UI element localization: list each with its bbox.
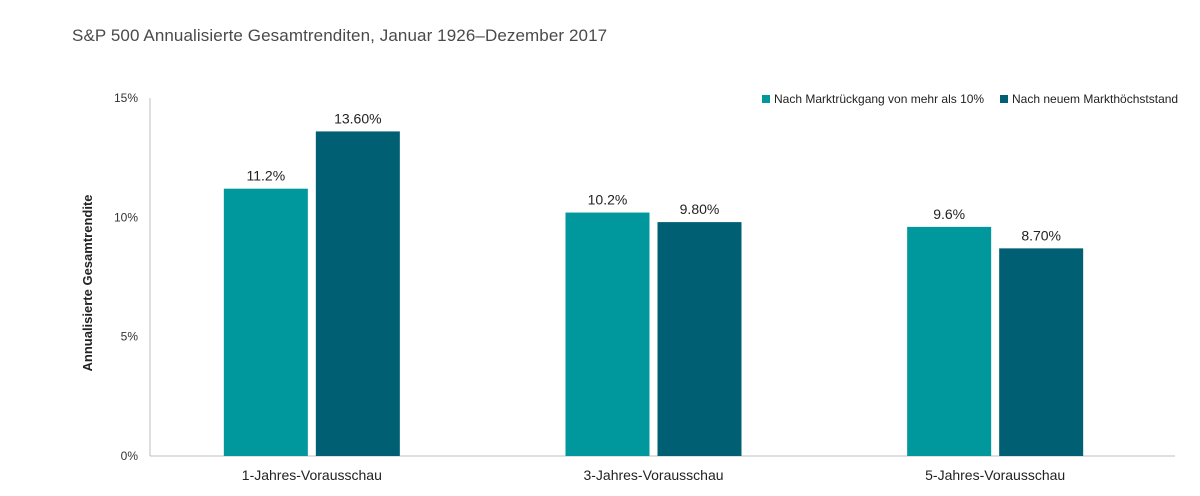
data-label: 9.6% xyxy=(933,206,965,222)
bar xyxy=(565,212,650,456)
bars xyxy=(223,131,1084,456)
y-tick-label: 15% xyxy=(114,91,138,105)
data-label: 10.2% xyxy=(588,192,628,208)
y-tick-label: 0% xyxy=(121,449,139,463)
bar xyxy=(315,131,400,456)
x-tick-label: 5-Jahres-Vorausschau xyxy=(925,467,1065,483)
data-label: 8.70% xyxy=(1021,227,1061,243)
legend: Nach Marktrückgang von mehr als 10% Nach … xyxy=(762,92,1178,106)
y-tick-label: 10% xyxy=(114,210,138,224)
data-label: 11.2% xyxy=(246,168,285,184)
legend-swatch xyxy=(762,95,770,103)
data-label: 9.80% xyxy=(680,201,720,217)
x-tick-label: 3-Jahres-Vorausschau xyxy=(583,467,723,483)
bar xyxy=(223,188,308,456)
data-label: 13.60% xyxy=(334,110,381,126)
y-axis-label: Annualisierte Gesamtrendite xyxy=(80,195,95,372)
legend-swatch xyxy=(1000,95,1008,103)
bar xyxy=(657,222,742,456)
legend-label: Nach Marktrückgang von mehr als 10% xyxy=(774,92,984,106)
legend-label: Nach neuem Markthöchststand xyxy=(1012,92,1178,106)
y-ticks: 0% 5% 10% 15% xyxy=(114,91,138,463)
chart-title: S&P 500 Annualisierte Gesamtrenditen, Ja… xyxy=(72,26,608,45)
bar xyxy=(907,226,992,456)
x-tick-label: 1-Jahres-Vorausschau xyxy=(242,467,382,483)
category-labels: 1-Jahres-Vorausschau 3-Jahres-Vorausschau… xyxy=(242,467,1065,483)
bar xyxy=(999,248,1084,456)
data-labels: 11.2% 13.60% 10.2% 9.80% 9.6% 8.70% xyxy=(246,110,1061,243)
y-tick-label: 5% xyxy=(121,330,139,344)
